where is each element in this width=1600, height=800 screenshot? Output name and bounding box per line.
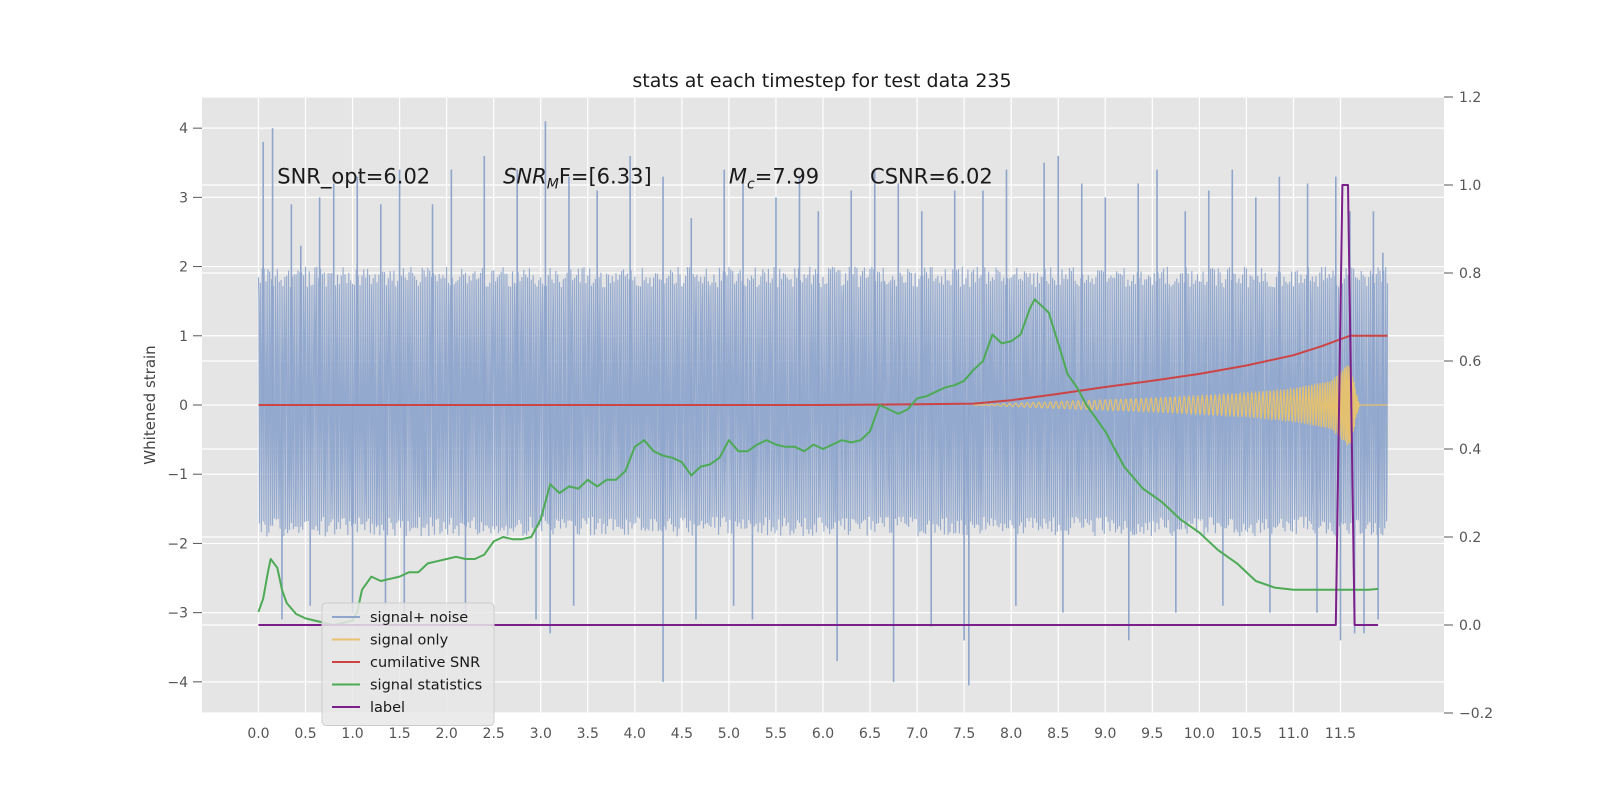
legend-box <box>321 602 495 726</box>
legend-entry-label: label <box>370 700 405 716</box>
x-tick-label: 1.0 <box>341 726 363 742</box>
y-tick-label: 1 <box>179 329 188 345</box>
x-tick-label: 8.5 <box>1047 726 1069 742</box>
series-cumilative-snr-line <box>258 334 1388 406</box>
y-tick-label: 3 <box>179 190 188 206</box>
x-tick-label: 10.5 <box>1231 726 1262 742</box>
y-tick-label: −2 <box>167 536 188 552</box>
x-tick-label: 3.0 <box>530 726 552 742</box>
annotation: CSNR=6.02 <box>870 165 993 189</box>
x-tick-label: 6.0 <box>812 726 834 742</box>
y-tick-label: 4 <box>179 121 188 137</box>
y-tick-label: −1 <box>167 467 188 483</box>
y2-tick-label: 0.4 <box>1459 442 1481 458</box>
x-tick-label: 5.5 <box>765 726 787 742</box>
x-tick-label: 7.0 <box>906 726 928 742</box>
legend: signal+ noise signal only cumilative SNR si… <box>321 602 495 726</box>
x-tick-label: 7.5 <box>953 726 975 742</box>
x-tick-label: 8.0 <box>1000 726 1022 742</box>
x-tick-label: 9.0 <box>1094 726 1116 742</box>
y2-tick-label: 1.0 <box>1459 178 1481 194</box>
legend-entry-label: signal+ noise <box>370 610 468 626</box>
series-signal-noise <box>257 121 1389 686</box>
x-tick-label: 2.0 <box>436 726 458 742</box>
annotation: SNRMF=[6.33] <box>503 165 652 193</box>
legend-entry-label: cumilative SNR <box>370 655 480 671</box>
x-tick-label: 9.5 <box>1141 726 1163 742</box>
annotation: Mc=7.99 <box>729 165 819 193</box>
y2-tick-label: −0.2 <box>1459 706 1493 722</box>
y2-tick-label: 0.0 <box>1459 618 1481 634</box>
x-tick-label: 10.0 <box>1184 726 1215 742</box>
y2-tick-label: 0.2 <box>1459 530 1481 546</box>
axes: 0.0 0.5 1.0 1.5 2.0 2.5 3.0 3.5 4.0 4.5 5.0 5.5 6.0 6… <box>167 90 1493 742</box>
x-tick-label: 4.0 <box>624 726 646 742</box>
series-signal-only <box>973 365 1388 446</box>
x-tick-label: 4.5 <box>671 726 693 742</box>
y2-tick-label: 1.2 <box>1459 90 1481 106</box>
x-tick-label: 5.0 <box>718 726 740 742</box>
x-tick-label: 6.5 <box>859 726 881 742</box>
y-tick-label: 2 <box>179 260 188 276</box>
chart-title: stats at each timestep for test data 235 <box>632 70 1011 92</box>
y2-tick-label: 0.8 <box>1459 266 1481 282</box>
x-tick-label: 2.5 <box>483 726 505 742</box>
x-tick-label: 11.0 <box>1278 726 1309 742</box>
series-label-line <box>258 184 1379 626</box>
x-tick-label: 1.5 <box>388 726 410 742</box>
x-tick-label: 11.5 <box>1325 726 1356 742</box>
x-tick-label: 0.5 <box>294 726 316 742</box>
annotation: SNR_opt=6.02 <box>277 165 430 190</box>
legend-entry-label: signal statistics <box>370 678 482 694</box>
y-tick-label: 0 <box>179 398 188 414</box>
legend-entry-label: signal only <box>370 633 449 649</box>
series-lines <box>257 184 1388 626</box>
y-tick-label: −4 <box>167 675 188 691</box>
x-tick-label: 0.0 <box>247 726 269 742</box>
series-signal-statistics-line <box>257 298 1379 626</box>
signal-only-trace <box>973 365 1388 446</box>
y2-tick-label: 0.6 <box>1459 354 1481 370</box>
y-tick-label: −3 <box>167 606 188 622</box>
snr-annotations: SNR_opt=6.02 SNRMF=[6.33] Mc=7.99 CSNR=6.02 <box>277 165 992 193</box>
x-tick-label: 3.5 <box>577 726 599 742</box>
signal-noise-trace <box>257 266 1389 537</box>
y-axis-label: Whitened strain <box>141 345 159 464</box>
